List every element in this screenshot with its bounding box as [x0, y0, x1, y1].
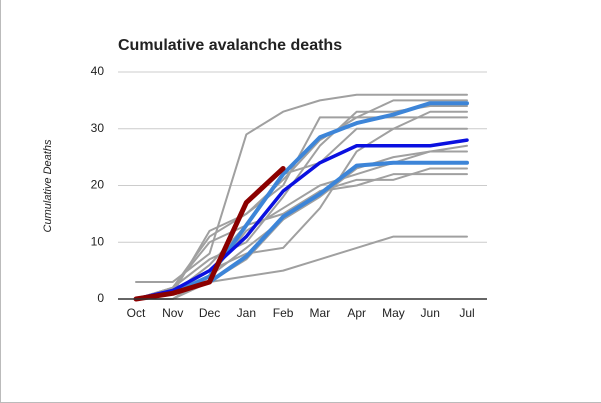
- y-tick-label: 40: [91, 64, 105, 78]
- x-tick-label: Nov: [162, 306, 183, 320]
- x-tick-label: Dec: [199, 306, 220, 320]
- x-tick-label: Apr: [347, 306, 366, 320]
- series-line: [135, 110, 468, 300]
- series-line: [135, 93, 468, 283]
- series-line: [135, 235, 468, 300]
- y-tick-label: 30: [91, 121, 105, 135]
- chart-title: Cumulative avalanche deaths: [118, 37, 342, 54]
- x-tick-label: Feb: [273, 306, 294, 320]
- y-tick-label: 0: [97, 291, 104, 305]
- y-tick-label: 20: [91, 178, 105, 192]
- x-tick-label: Jul: [459, 306, 474, 320]
- series-line: [135, 167, 468, 300]
- series-line: [135, 116, 468, 300]
- y-tick-label: 10: [91, 234, 105, 248]
- x-tick-label: Mar: [310, 306, 331, 320]
- y-axis-label: Cumulative Deaths: [42, 139, 54, 232]
- series-line: [134, 101, 469, 301]
- x-tick-label: Oct: [127, 306, 146, 320]
- x-tick-label: Jan: [237, 306, 256, 320]
- series-line: [133, 165, 286, 302]
- x-tick-label: May: [382, 306, 405, 320]
- series-line: [134, 138, 469, 301]
- x-tick-label: Jun: [421, 306, 440, 320]
